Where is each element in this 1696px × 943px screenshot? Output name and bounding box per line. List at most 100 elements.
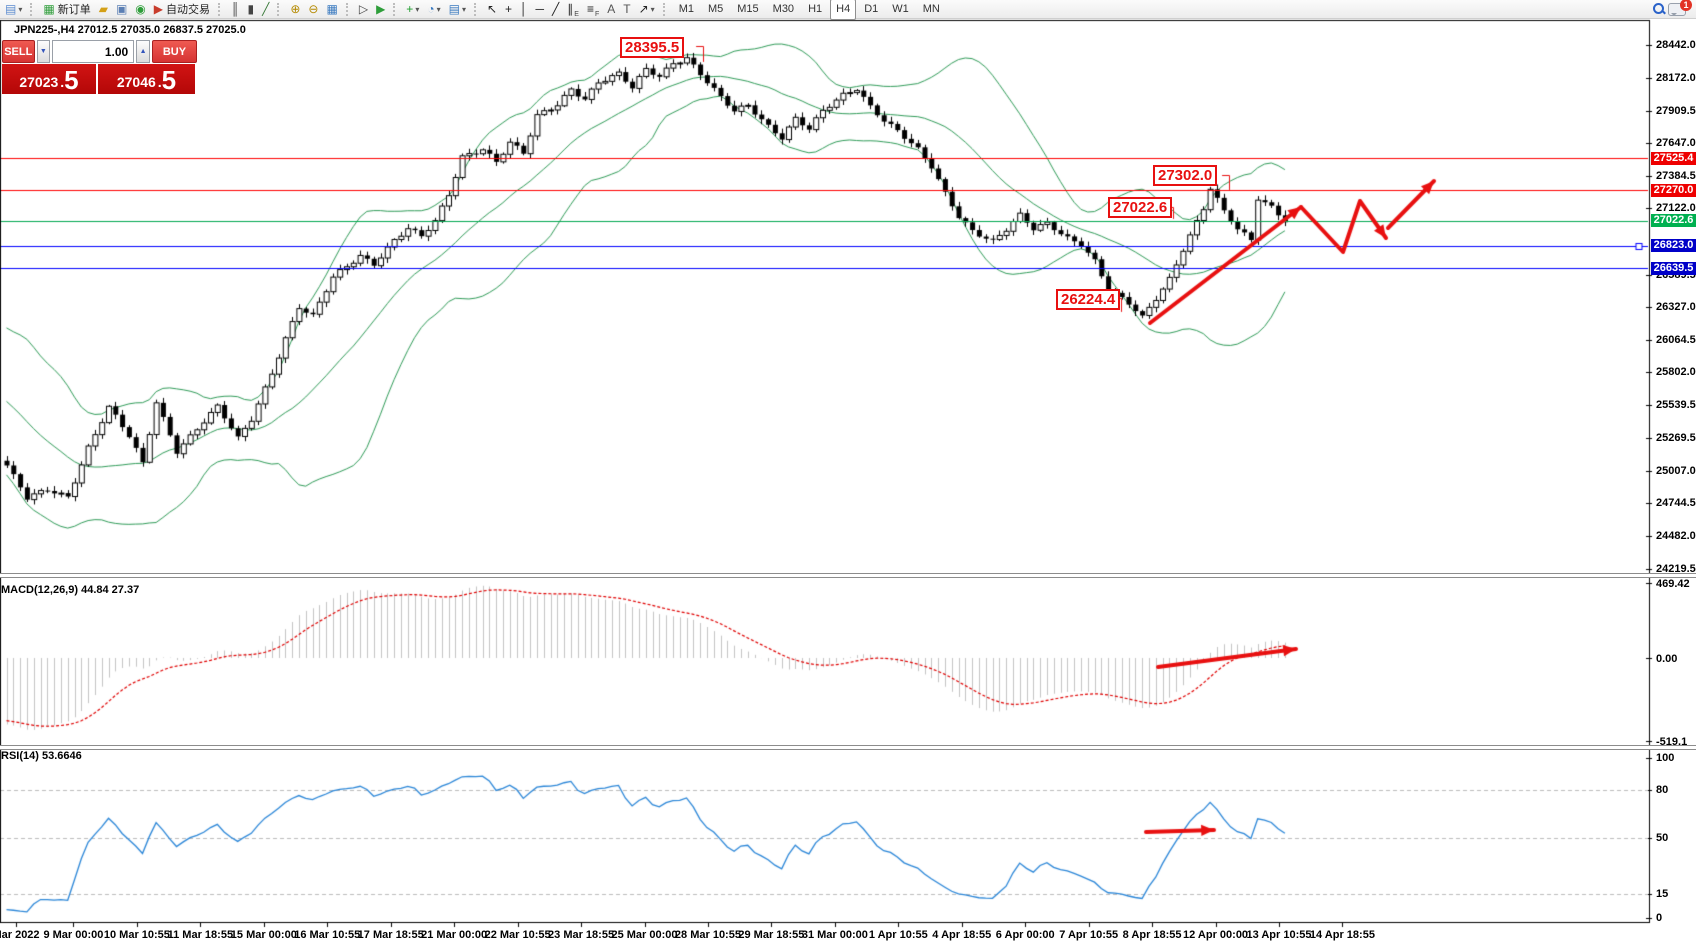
date-axis-label: 11 Mar 18:55 <box>167 929 234 941</box>
date-axis-label: 16 Mar 10:55 <box>294 929 361 941</box>
periods-icon[interactable]: ◔ ▾ <box>427 1 441 16</box>
rsi-axis-tick: 50 <box>1656 832 1669 844</box>
pane-splitter-macd[interactable] <box>0 573 1696 578</box>
sell-button[interactable]: SELL <box>2 40 35 63</box>
trendline-icon[interactable]: ╱ <box>549 1 562 18</box>
zoom-in-icon[interactable]: ⊕ <box>287 1 303 18</box>
sell-price-main: 27023 <box>19 74 59 90</box>
date-axis-label: 28 Mar 10:55 <box>674 929 741 941</box>
autotrading-button: ▶ <box>153 1 163 16</box>
date-axis-label: 31 Mar 00:00 <box>801 929 868 941</box>
timeframe-button-mn[interactable]: MN <box>922 3 940 15</box>
timeframe-button-d1[interactable]: D1 <box>864 3 879 15</box>
cursor-icon: ↖ <box>486 1 498 16</box>
tile-windows-icon[interactable]: ▦ <box>323 1 340 18</box>
volume-input[interactable] <box>52 40 135 63</box>
rsi-axis-tick: 80 <box>1656 784 1669 796</box>
rsi-axis-tick: 0 <box>1656 912 1663 924</box>
price-level-tag: 27270.0 <box>1651 183 1696 197</box>
horizontal-line-icon[interactable]: ─ <box>533 1 548 18</box>
toolbar-grip <box>393 2 398 16</box>
line-chart-icon[interactable]: ╱ <box>259 1 272 18</box>
autotrading-button[interactable]: ▶ 自动交易 <box>153 1 210 17</box>
date-axis-label: 14 Apr 18:55 <box>1309 929 1375 941</box>
date-axis-label: 4 Apr 18:55 <box>932 929 992 941</box>
timeframe-button-m30[interactable]: M30 <box>772 3 795 15</box>
date-axis-label: 29 Mar 18:55 <box>738 929 805 941</box>
price-annotation-label[interactable]: 28395.5 <box>620 37 685 58</box>
horizontal-line-icon: ─ <box>535 1 545 16</box>
macd-axis-tick: 469.42 <box>1656 578 1690 590</box>
date-axis-label: 15 Mar 00:00 <box>230 929 297 941</box>
template-icon[interactable]: ▤ ▾ <box>448 1 466 16</box>
timeframe-button-m15[interactable]: M15 <box>737 3 759 15</box>
chart-title: JPN225-,H4 27012.5 27035.0 26837.5 27025… <box>14 24 246 36</box>
chart-shift-icon[interactable]: ▷ <box>356 1 371 18</box>
fibonacci-icon[interactable]: ≡ F <box>586 1 600 18</box>
price-axis-tick: 27909.5 <box>1656 104 1696 117</box>
candlestick-chart-icon[interactable]: ▮ <box>245 1 258 18</box>
date-axis-label: 7 Apr 10:55 <box>1059 929 1119 941</box>
equidistant-channel-icon[interactable]: ∥ E <box>567 1 579 18</box>
template-icon: ▤ <box>448 1 460 16</box>
one-click-trading-panel: SELL ▼ ▲ BUY 27023.5 27046.5 <box>2 40 197 94</box>
timeframe-button-h1[interactable]: H1 <box>808 3 823 15</box>
auto-scroll-icon[interactable]: ▶ <box>373 1 388 18</box>
date-axis-label: 12 Apr 00:00 <box>1183 929 1249 941</box>
fibonacci-icon: ≡ <box>586 1 594 16</box>
pane-splitter-rsi[interactable] <box>0 745 1696 750</box>
chart-window-icon[interactable]: ▤ ▾ <box>5 1 23 16</box>
new-order-button[interactable]: ▦ 新订单 <box>43 1 91 17</box>
price-axis-tick: 28172.0 <box>1656 72 1696 85</box>
price-annotation-label[interactable]: 27022.6 <box>1108 197 1173 218</box>
text-label-icon: T <box>623 1 631 16</box>
profiles-icon: ▰ <box>98 1 108 16</box>
text-icon[interactable]: A <box>604 1 618 18</box>
chart-window-icon: ▤ <box>5 1 17 16</box>
timeframe-button-m5[interactable]: M5 <box>707 3 724 15</box>
text-label-icon[interactable]: T <box>620 1 633 18</box>
line-chart-icon: ╱ <box>262 1 270 16</box>
vertical-line-icon[interactable]: │ <box>517 1 531 18</box>
add-indicator-icon[interactable]: + ▾ <box>406 1 420 16</box>
price-axis-tick: 26327.0 <box>1656 301 1696 314</box>
chart-shift-icon: ▷ <box>358 1 369 16</box>
terminal-icon[interactable]: ▣ <box>113 1 130 18</box>
zoom-out-icon[interactable]: ⊖ <box>305 1 321 18</box>
sell-price-panel[interactable]: 27023. 5 <box>2 64 96 94</box>
crosshair-icon[interactable]: + <box>502 1 515 18</box>
bar-chart-icon[interactable]: ║ <box>228 1 243 18</box>
text-icon: A <box>607 1 616 16</box>
cursor-icon[interactable]: ↖ <box>484 1 500 18</box>
equidistant-channel-icon: ∥ <box>567 1 574 16</box>
buy-price-panel[interactable]: 27046. 5 <box>98 64 195 94</box>
price-annotation-label[interactable]: 26224.4 <box>1056 289 1121 310</box>
timeframe-button-h4[interactable]: H4 <box>830 0 857 20</box>
price-level-tag: 27525.4 <box>1651 151 1696 165</box>
price-annotation-label[interactable]: 27302.0 <box>1153 165 1218 186</box>
main-toolbar: ▤ ▾ ▦ 新订单 ▰ ▣ ◉ ▶ 自动交易 ║ ▮ ╱ ⊕ ⊖ ▦ ▷ ▶ + ▾ ◔ ▾ ▤ ▾ ↖ + │ ─ ╱ ∥ E ≡ F A T ↗… <box>0 0 1696 20</box>
signals-icon[interactable]: ◉ <box>132 1 148 18</box>
volume-increase-button[interactable]: ▲ <box>136 40 150 63</box>
buy-price-pips: 5 <box>161 65 177 95</box>
date-axis-label: 22 Mar 10:55 <box>484 929 551 941</box>
price-axis-tick: 27647.0 <box>1656 137 1696 150</box>
date-axis-label: 9 Mar 00:00 <box>43 929 104 941</box>
crosshair-icon: + <box>505 1 513 16</box>
arrows-tool-icon[interactable]: ↗ ▾ <box>638 1 655 16</box>
price-axis-tick: 26064.5 <box>1656 333 1696 346</box>
toolbar-grip <box>662 2 668 16</box>
rsi-indicator-label: RSI(14) 53.6646 <box>1 750 82 762</box>
buy-button[interactable]: BUY <box>151 40 197 63</box>
timeframe-button-m1[interactable]: M1 <box>678 3 694 15</box>
volume-decrease-button[interactable]: ▼ <box>36 40 51 63</box>
search-icon[interactable] <box>1652 2 1666 16</box>
date-axis-label: 13 Apr 10:55 <box>1246 929 1312 941</box>
timeframe-button-w1[interactable]: W1 <box>892 3 909 15</box>
price-axis-tick: 25269.5 <box>1656 432 1696 445</box>
date-axis-label: 1 Apr 10:55 <box>868 929 928 941</box>
chat-icon[interactable]: 1 <box>1668 0 1692 16</box>
date-axis-label: 23 Mar 18:55 <box>548 929 615 941</box>
profiles-icon[interactable]: ▰ <box>96 1 111 18</box>
